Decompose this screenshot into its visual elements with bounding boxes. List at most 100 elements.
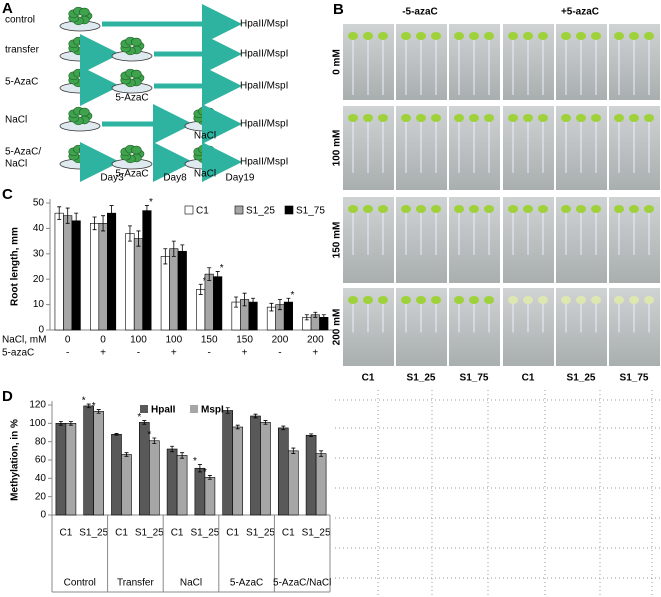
error-bar bbox=[234, 296, 239, 308]
x-tick-label: 0 bbox=[100, 335, 106, 346]
error-bar bbox=[269, 302, 274, 312]
error-bar bbox=[197, 464, 202, 473]
seedling bbox=[576, 296, 586, 304]
bar bbox=[196, 289, 206, 331]
x-tick-label: C1 bbox=[115, 528, 128, 539]
legend-swatch bbox=[184, 205, 194, 215]
seedling bbox=[644, 32, 654, 40]
row-label: 5-azaC bbox=[2, 348, 34, 359]
bar bbox=[213, 276, 223, 331]
day-label: Day8 bbox=[163, 173, 187, 184]
row-label: NaCl, mM bbox=[2, 335, 46, 346]
seedling bbox=[538, 205, 548, 213]
x-tick-label: C1 bbox=[60, 528, 73, 539]
error-bar bbox=[68, 421, 73, 426]
row-label: 0 mM bbox=[332, 49, 343, 75]
seedling bbox=[363, 32, 373, 40]
leaf bbox=[131, 37, 142, 47]
seedling bbox=[378, 114, 388, 122]
seedling bbox=[401, 205, 411, 213]
seedling bbox=[523, 114, 533, 122]
significance: * bbox=[137, 412, 141, 423]
error-bar bbox=[286, 297, 291, 307]
treatment-note: 5-AzaC bbox=[115, 93, 148, 104]
legend-swatch bbox=[234, 205, 244, 215]
seedling bbox=[378, 32, 388, 40]
error-bar bbox=[291, 447, 296, 454]
y-axis-label: Root length, mm bbox=[10, 227, 21, 306]
bar bbox=[232, 426, 244, 516]
seedling bbox=[348, 296, 358, 304]
bar bbox=[160, 256, 170, 331]
seedling bbox=[523, 32, 533, 40]
end-label: HpaII/MspI bbox=[240, 157, 288, 168]
seedling bbox=[416, 296, 426, 304]
leaf bbox=[204, 107, 215, 117]
bar bbox=[315, 453, 327, 516]
leaf bbox=[79, 69, 90, 79]
end-label: HpaII/MspI bbox=[240, 49, 288, 60]
seedling bbox=[378, 296, 388, 304]
column-label: C1 bbox=[522, 373, 535, 384]
error-bar bbox=[65, 207, 70, 224]
row-label: 150 mM bbox=[332, 222, 343, 259]
x-tick-label-2: - bbox=[137, 348, 140, 359]
y-tick-label: 30 bbox=[33, 248, 45, 259]
bar bbox=[111, 434, 122, 516]
bar bbox=[63, 215, 73, 331]
day-label: Day3 bbox=[100, 173, 124, 184]
error-bar bbox=[136, 230, 141, 247]
seedling bbox=[561, 114, 571, 122]
seedling bbox=[431, 205, 441, 213]
seedling bbox=[508, 205, 518, 213]
seedling bbox=[576, 114, 586, 122]
seedling bbox=[644, 205, 654, 213]
significance: * bbox=[82, 396, 86, 407]
seedling bbox=[363, 114, 373, 122]
seedling bbox=[591, 296, 601, 304]
error-bar bbox=[277, 299, 282, 311]
error-bar bbox=[170, 445, 175, 453]
seedling bbox=[644, 296, 654, 304]
y-tick-label: 120 bbox=[29, 400, 46, 411]
seedling bbox=[614, 32, 624, 40]
y-tick-label: 40 bbox=[33, 223, 45, 234]
seedling bbox=[614, 205, 624, 213]
seedling bbox=[484, 114, 494, 122]
leaf bbox=[79, 145, 90, 155]
y-tick-label: 100 bbox=[29, 418, 46, 429]
seedling bbox=[523, 296, 533, 304]
bar bbox=[166, 448, 178, 516]
y-tick-label: 10 bbox=[33, 299, 45, 310]
panel-letter: A bbox=[2, 0, 13, 17]
x-tick-label: S1_25 bbox=[135, 528, 164, 539]
row-label: 200 mM bbox=[332, 309, 343, 346]
seedling bbox=[629, 205, 639, 213]
row-label: NaCl bbox=[5, 115, 27, 126]
row-label: NaCl bbox=[5, 159, 27, 170]
seedling bbox=[401, 114, 411, 122]
end-label: HpaII/MspI bbox=[240, 19, 288, 30]
bar bbox=[169, 248, 179, 331]
day-label: Day19 bbox=[226, 173, 255, 184]
seedling bbox=[378, 205, 388, 213]
bar bbox=[93, 411, 105, 516]
error-bar bbox=[86, 403, 91, 409]
group-label: Transfer bbox=[117, 578, 155, 589]
bar bbox=[177, 250, 187, 331]
bar bbox=[204, 273, 214, 331]
seedling bbox=[401, 296, 411, 304]
panel-b: B -5-azaC +5-azaC 0 mM 100 mM 150 mM 200 mM C1 S… bbox=[332, 1, 660, 384]
error-bar bbox=[74, 212, 79, 229]
seedling bbox=[591, 205, 601, 213]
x-tick-label-2: - bbox=[278, 348, 281, 359]
seedling bbox=[484, 296, 494, 304]
leaf bbox=[79, 7, 90, 17]
column-label: C1 bbox=[362, 373, 375, 384]
bar bbox=[142, 210, 152, 331]
seedling bbox=[484, 32, 494, 40]
x-tick-label: 200 bbox=[307, 335, 324, 346]
seedling bbox=[363, 296, 373, 304]
error-bar bbox=[92, 216, 97, 231]
error-bar bbox=[321, 314, 326, 321]
